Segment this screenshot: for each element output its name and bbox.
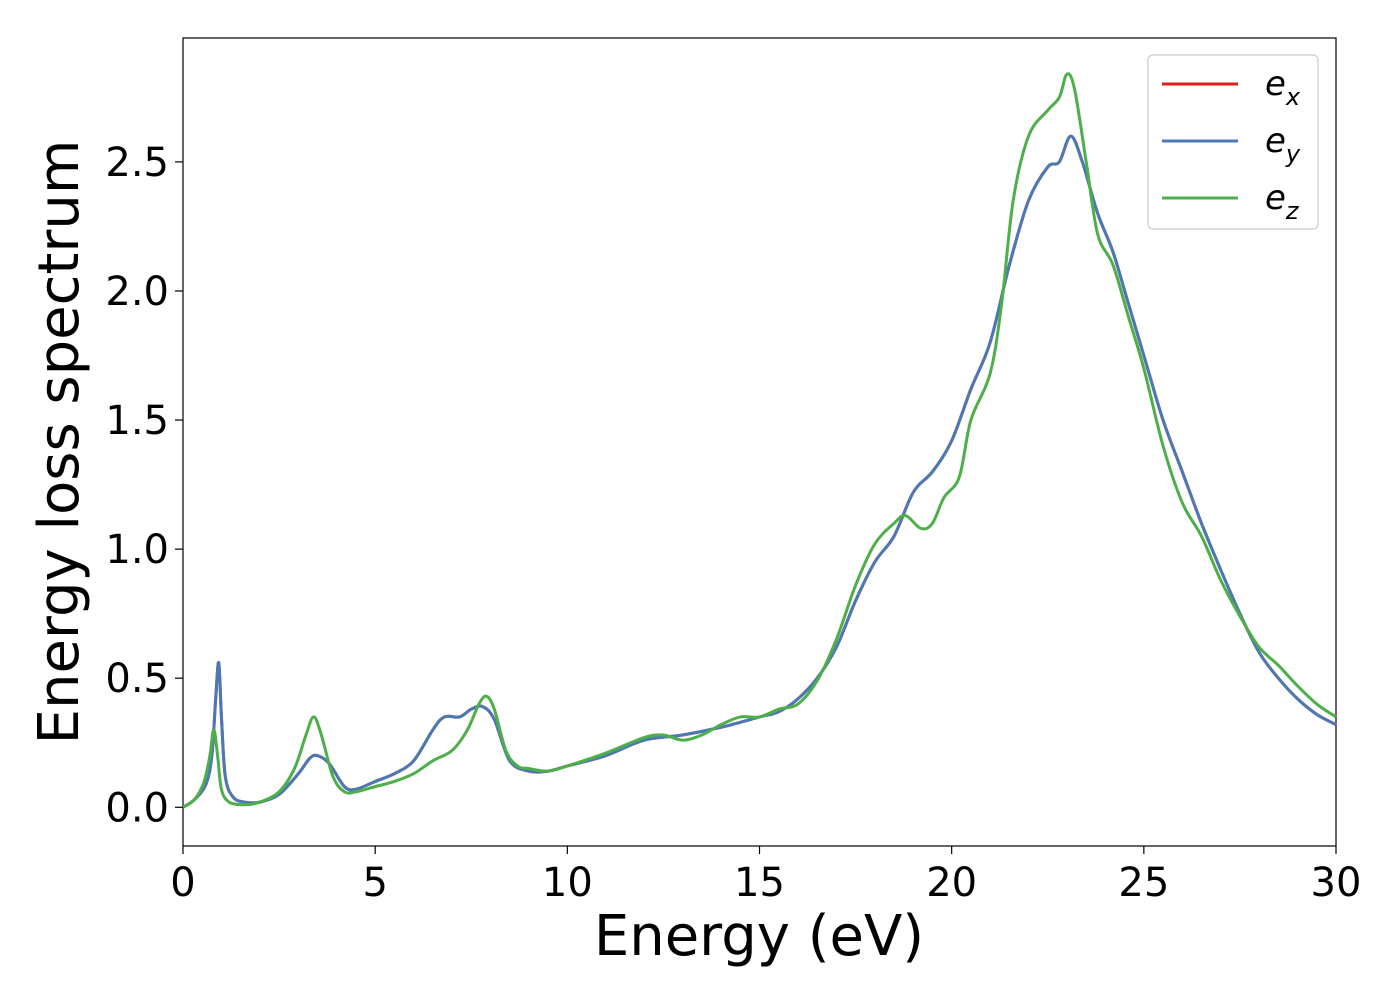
y-tick-label: 0.0 (105, 785, 169, 831)
y-tick-label: 2.5 (105, 140, 169, 186)
series-line-x (182, 134, 1337, 809)
legend-label-y: ey (1265, 121, 1301, 168)
series-line-y (182, 134, 1337, 809)
x-tick-label: 10 (542, 860, 593, 906)
legend-label-z: ez (1265, 178, 1300, 225)
x-axis-ticks: 0 5 10 15 20 25 30 (170, 846, 1361, 906)
x-tick-label: 20 (926, 860, 977, 906)
x-tick-label: 15 (734, 860, 785, 906)
x-axis-title: Energy (eV) (594, 904, 924, 969)
y-tick-label: 2.0 (105, 269, 169, 315)
series-layer (182, 72, 1337, 809)
x-tick-label: 30 (1311, 860, 1362, 906)
y-tick-label: 1.0 (105, 527, 169, 573)
y-axis-title: Energy loss spectrum (27, 140, 92, 745)
series-line-z (182, 72, 1337, 809)
legend-label-x: ex (1265, 64, 1301, 111)
y-axis-ticks: 0.0 0.5 1.0 1.5 2.0 2.5 (105, 140, 183, 831)
x-tick-label: 25 (1118, 860, 1169, 906)
x-tick-label: 5 (362, 860, 387, 906)
x-tick-label: 0 (170, 860, 195, 906)
y-tick-label: 0.5 (105, 656, 169, 702)
legend: ex ey ez (1147, 54, 1319, 230)
y-tick-label: 1.5 (105, 398, 169, 444)
legend-items: ex ey ez (1162, 64, 1301, 225)
